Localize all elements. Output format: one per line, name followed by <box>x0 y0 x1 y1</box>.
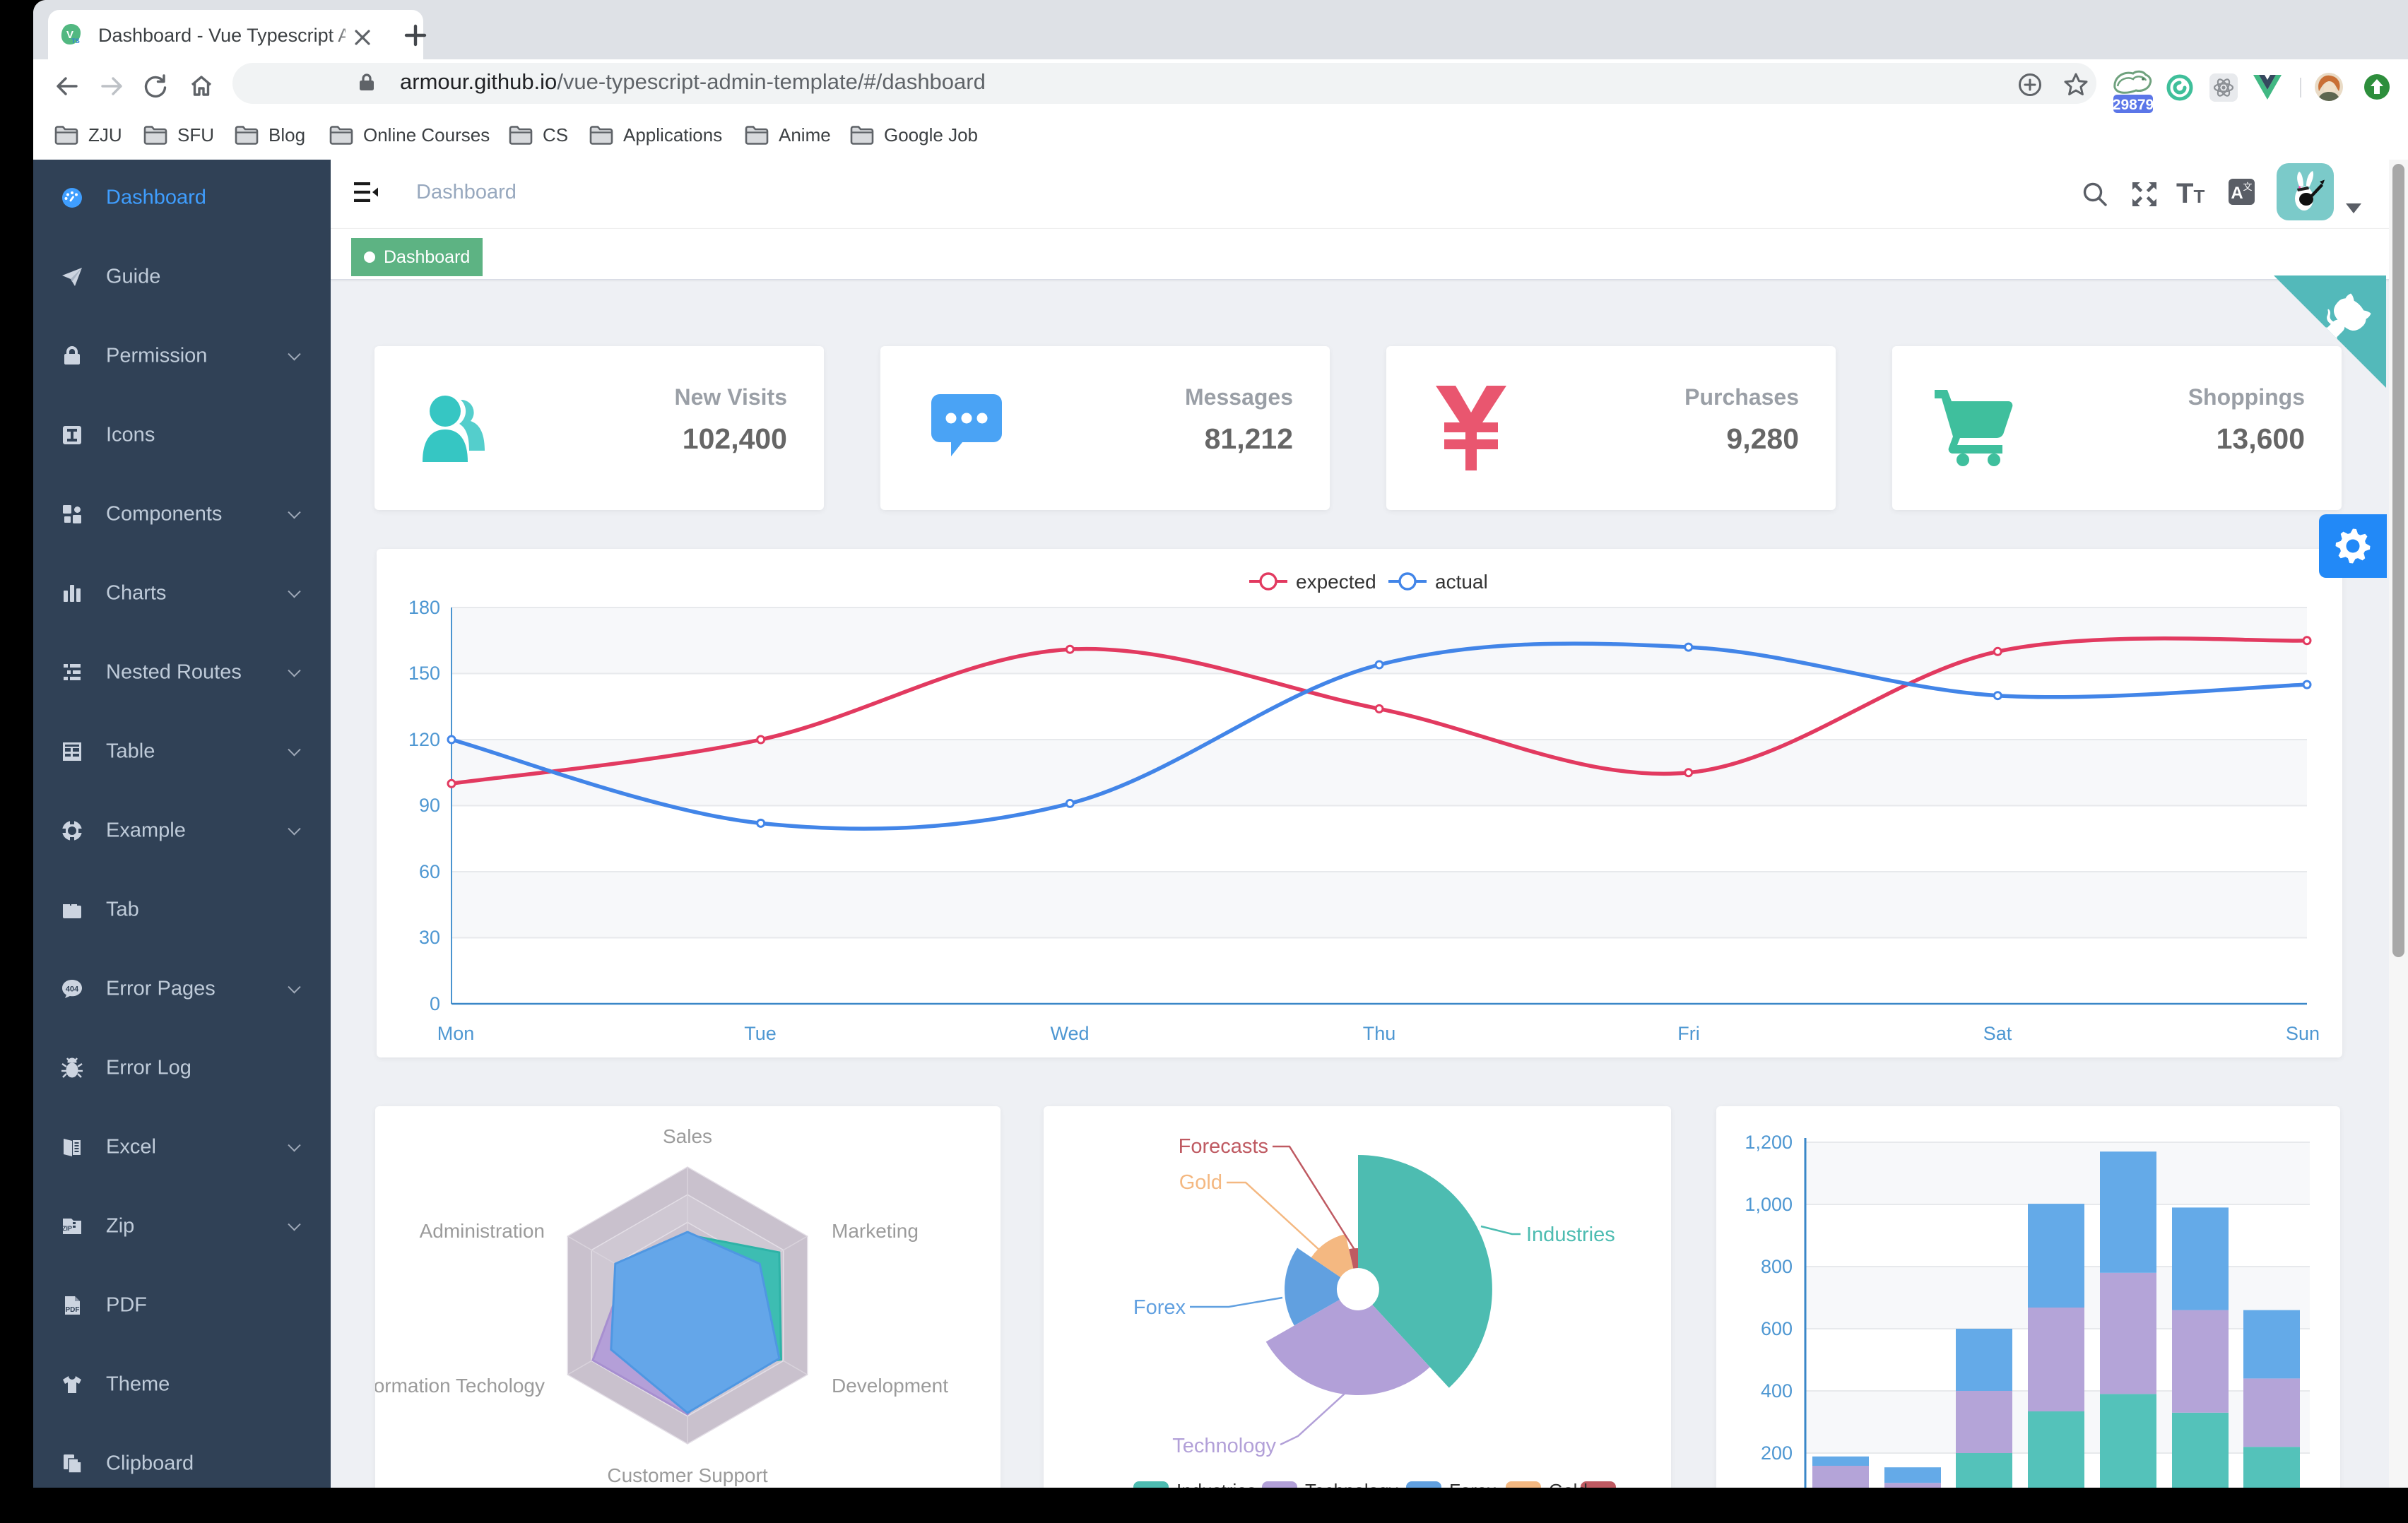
svg-text:Technology: Technology <box>1172 1435 1276 1457</box>
svg-text:Gold: Gold <box>1549 1480 1588 1488</box>
svg-text:90: 90 <box>419 795 440 816</box>
svg-text:Tue: Tue <box>744 1023 777 1044</box>
svg-text:Development: Development <box>832 1375 948 1397</box>
svg-text:Sat: Sat <box>1983 1023 2012 1044</box>
svg-text:Sun: Sun <box>2286 1023 2320 1044</box>
svg-text:150: 150 <box>408 663 440 684</box>
svg-text:Marketing: Marketing <box>832 1220 919 1242</box>
svg-text:PDF: PDF <box>66 1306 80 1314</box>
svg-text:A: A <box>2231 184 2243 203</box>
svg-text:expected: expected <box>1296 571 1376 593</box>
svg-text:Customer Support: Customer Support <box>607 1464 767 1486</box>
svg-text:Administration: Administration <box>420 1220 545 1242</box>
svg-text:800: 800 <box>1761 1256 1793 1277</box>
svg-text:404: 404 <box>66 985 79 994</box>
svg-text:180: 180 <box>408 597 440 618</box>
svg-text:Industries: Industries <box>1176 1480 1256 1488</box>
svg-text:29879: 29879 <box>2113 97 2153 113</box>
svg-text:Technology: Technology <box>1305 1480 1398 1488</box>
svg-text:Fri: Fri <box>1677 1023 1699 1044</box>
svg-text:Gold: Gold <box>1179 1171 1222 1194</box>
svg-text:Industries: Industries <box>1526 1223 1615 1246</box>
svg-text:0: 0 <box>430 993 440 1014</box>
svg-text:V: V <box>66 29 73 41</box>
svg-text:1,200: 1,200 <box>1745 1132 1793 1153</box>
svg-text:60: 60 <box>419 861 440 882</box>
svg-text:Mon: Mon <box>437 1023 475 1044</box>
svg-text:Wed: Wed <box>1050 1023 1089 1044</box>
svg-text:formation Techology: formation Techology <box>375 1375 545 1397</box>
svg-text:Thu: Thu <box>1363 1023 1396 1044</box>
svg-text:文: 文 <box>2243 182 2252 192</box>
svg-text:Forex: Forex <box>1133 1296 1186 1319</box>
svg-text:30: 30 <box>419 927 440 948</box>
svg-text:600: 600 <box>1761 1318 1793 1339</box>
svg-text:400: 400 <box>1761 1380 1793 1401</box>
svg-text:120: 120 <box>408 729 440 750</box>
svg-text:Forecasts: Forecasts <box>1179 1135 1268 1158</box>
svg-text:Forex: Forex <box>1449 1480 1496 1488</box>
svg-text:1,000: 1,000 <box>1745 1194 1793 1215</box>
svg-text:200: 200 <box>1761 1442 1793 1464</box>
svg-text:actual: actual <box>1435 571 1488 593</box>
svg-text:TS: TS <box>71 37 80 45</box>
svg-text:ZIP: ZIP <box>62 1225 72 1232</box>
svg-text:Sales: Sales <box>663 1125 712 1147</box>
